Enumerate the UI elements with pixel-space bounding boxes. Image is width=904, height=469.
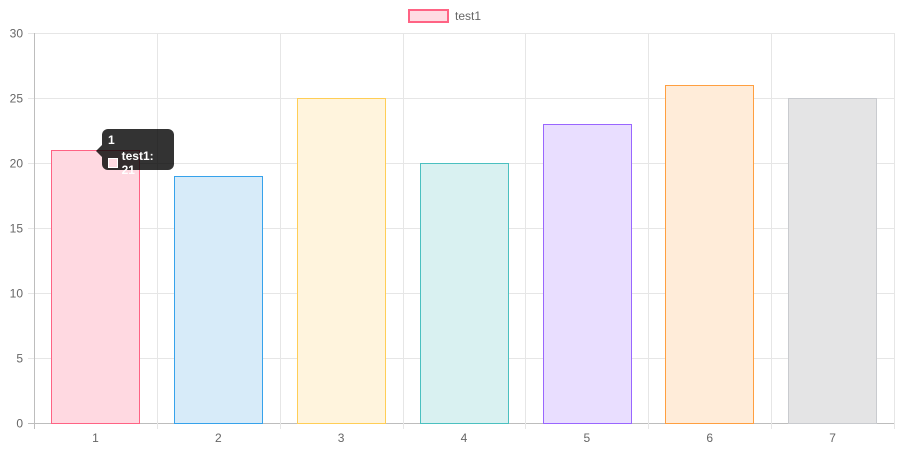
bar-4[interactable] — [420, 163, 509, 424]
x-tick-label: 5 — [584, 431, 591, 445]
y-tick-label: 15 — [10, 222, 24, 236]
tooltip-row: test1: 21 — [108, 149, 168, 177]
tooltip-label: test1: 21 — [121, 149, 154, 177]
bar-5[interactable] — [543, 124, 632, 424]
y-tick-label: 5 — [16, 352, 23, 366]
y-tick-label: 25 — [10, 92, 24, 106]
bars — [51, 85, 877, 424]
bar-7[interactable] — [788, 98, 877, 424]
bar-1[interactable] — [51, 150, 140, 424]
legend[interactable]: test1 — [408, 9, 481, 23]
x-tick-label: 7 — [829, 431, 836, 445]
axes: 0 5 10 15 20 25 30 1 2 3 4 5 6 7 — [10, 27, 837, 446]
bar-6[interactable] — [665, 85, 754, 424]
bar-2[interactable] — [174, 176, 263, 424]
y-tick-label: 30 — [10, 27, 24, 41]
x-tick-label: 2 — [215, 431, 222, 445]
x-tick-label: 4 — [461, 431, 468, 445]
x-tick-label: 6 — [706, 431, 713, 445]
x-tick-label: 1 — [92, 431, 99, 445]
x-tick-label: 3 — [338, 431, 345, 445]
tooltip-swatch — [108, 158, 118, 168]
y-tick-label: 0 — [16, 417, 23, 431]
bar-3[interactable] — [297, 98, 386, 424]
y-tick-label: 20 — [10, 157, 24, 171]
legend-swatch[interactable] — [408, 9, 449, 23]
tooltip: 1 test1: 21 — [96, 129, 174, 177]
tooltip-title: 1 — [108, 133, 115, 147]
y-tick-label: 10 — [10, 287, 24, 301]
legend-label-test1[interactable]: test1 — [455, 9, 481, 23]
